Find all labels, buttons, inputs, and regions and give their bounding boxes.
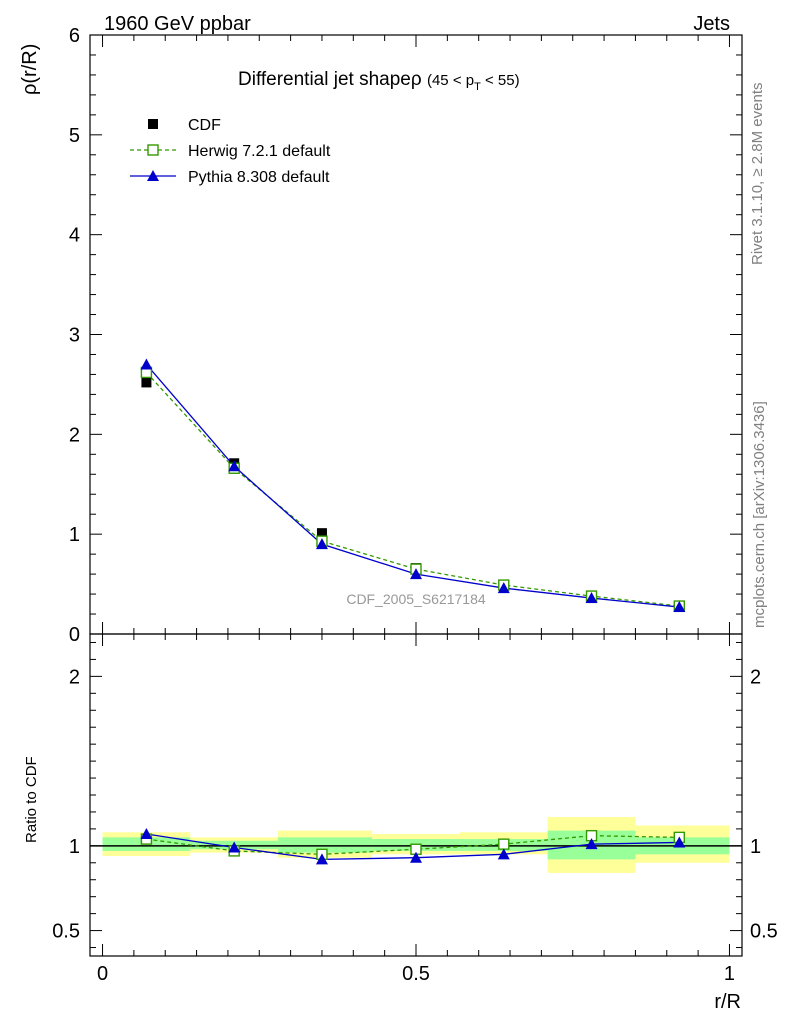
main-title-text: Differential jet shapeρ: [238, 69, 422, 90]
legend-marker-pythia: [147, 170, 159, 181]
pythia-point: [315, 538, 328, 550]
y-tick-label: 0: [69, 624, 80, 646]
main-title-cut-sub: T: [474, 81, 481, 93]
pythia-ratio-point: [497, 848, 510, 860]
xlabel: r/R: [714, 991, 741, 1013]
ratio-panel: Ratio to CDF r/R 0 0.5 1 0.5 0.5 1 1 2 2: [23, 633, 778, 1013]
pythia-point: [585, 592, 598, 604]
ratio-ylabel: Ratio to CDF: [23, 756, 40, 843]
pythia-point: [410, 568, 422, 580]
legend-label-pythia: Pythia 8.308 default: [188, 169, 330, 186]
main-panel: Differential jet shapeρ (45 < pT < 55) ρ…: [19, 25, 743, 646]
header-right: Jets: [693, 13, 730, 35]
main-title-cut-end: < 55): [481, 72, 520, 89]
rivet-label: Rivet 3.1.10, ≥ 2.8M events: [749, 83, 766, 266]
cdf-point: [141, 377, 152, 388]
cdf-point: [316, 528, 327, 539]
pythia-ratio-point: [228, 841, 241, 853]
pythia-ratio-point: [315, 853, 328, 865]
ratio-frame: [89, 633, 743, 957]
y-tick-label-right: 0.5: [750, 921, 778, 943]
x-tick-label: 1: [724, 963, 735, 985]
y-tick-label: 2: [69, 424, 80, 446]
legend-label-herwig: Herwig 7.2.1 default: [188, 143, 331, 160]
header-left: 1960 GeV ppbar: [104, 13, 251, 35]
y-tick-label: 1: [69, 836, 80, 858]
y-tick-label: 4: [69, 225, 80, 247]
y-tick-label: 5: [69, 125, 80, 147]
y-tick-label-right: 1: [750, 836, 761, 858]
y-tick-label: 2: [69, 666, 80, 688]
y-tick-label: 6: [69, 25, 80, 47]
main-ylabel: ρ(r/R): [19, 44, 41, 95]
y-tick-label-right: 2: [750, 666, 761, 688]
watermark: CDF_2005_S6217184: [346, 591, 486, 607]
herwig-ratio-point: [498, 838, 510, 850]
legend-label-cdf: CDF: [188, 117, 221, 134]
uncertainty-band-inner: [278, 837, 373, 853]
pythia-ratio-point: [410, 851, 422, 863]
legend-marker-cdf: [148, 119, 158, 129]
legend-marker-herwig: [147, 144, 159, 156]
pythia-point: [228, 460, 241, 472]
legend: CDF Herwig 7.2.1 default Pythia 8.308 de…: [130, 117, 331, 186]
pythia-ratio-point: [673, 836, 686, 848]
main-title-cut: (45 < p: [427, 72, 474, 89]
main-title: Differential jet shapeρ (45 < pT < 55): [238, 69, 520, 93]
x-tick-label: 0.5: [402, 963, 430, 985]
pythia-point: [140, 358, 153, 370]
pythia-ratio-point: [140, 827, 153, 839]
y-tick-label: 0.5: [52, 921, 80, 943]
pythia-point: [497, 582, 510, 594]
pythia-point: [673, 601, 686, 613]
pythia-ratio-point: [585, 838, 598, 850]
x-tick-label: 0: [97, 963, 108, 985]
y-tick-label: 1: [69, 524, 80, 546]
y-tick-label: 3: [69, 325, 80, 347]
mcplots-label: mcplots.cern.ch [arXiv:1306.3436]: [751, 401, 768, 628]
